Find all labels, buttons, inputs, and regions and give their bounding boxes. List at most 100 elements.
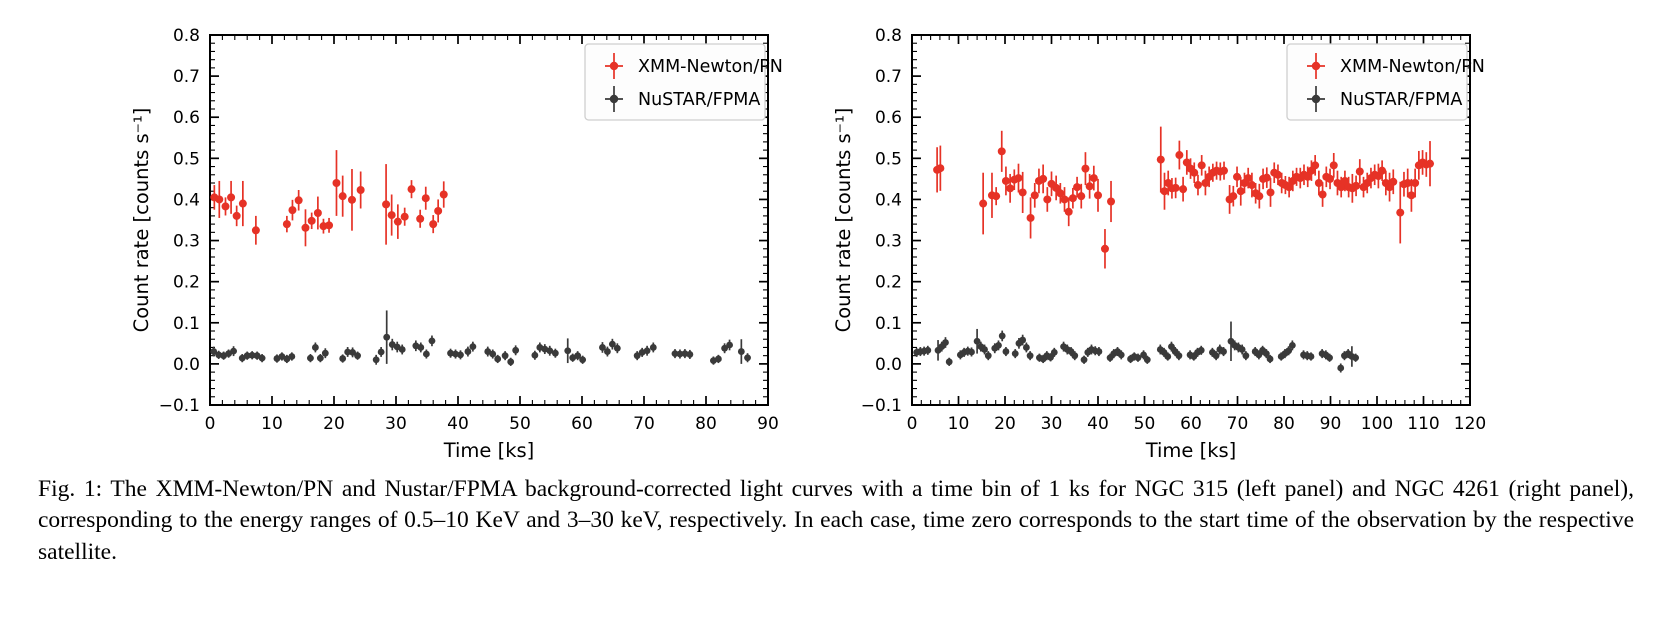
data-point <box>1407 191 1416 200</box>
data-point <box>1337 364 1345 372</box>
data-point <box>230 347 237 355</box>
data-point <box>377 348 385 356</box>
x-axis-label: Time [ks] <box>1145 439 1237 462</box>
data-point <box>1255 192 1264 201</box>
figure-caption: Fig. 1: The XMM-Newton/PN and Nustar/FPM… <box>38 476 1634 565</box>
y-axis-label: Count rate [counts s⁻¹] <box>832 108 855 333</box>
data-point <box>686 351 694 358</box>
data-point <box>1352 354 1360 362</box>
data-point <box>251 226 260 235</box>
data-point <box>294 196 303 205</box>
data-point <box>973 337 981 345</box>
data-point <box>1352 181 1361 190</box>
y-tick-label: −0.1 <box>861 396 902 416</box>
data-point <box>512 346 520 354</box>
y-tick-label: 0.3 <box>173 232 200 252</box>
data-point <box>338 192 347 201</box>
data-point <box>398 346 406 353</box>
data-point <box>434 206 443 215</box>
data-point <box>1326 354 1333 362</box>
data-point <box>1143 356 1151 364</box>
x-tick-label: 50 <box>1134 414 1156 434</box>
data-point <box>1171 183 1180 192</box>
plot-box <box>209 34 769 406</box>
data-point <box>1179 185 1188 194</box>
y-tick-label: 0.0 <box>173 355 200 375</box>
legend-marker-xmm-newton-pn <box>1311 61 1321 71</box>
data-point <box>307 354 314 362</box>
data-point <box>428 337 436 345</box>
data-point <box>1212 352 1220 360</box>
light-curve-panel-left: 0 10 20 30 40 50 60 70 80 90 −0.1 0.0 0.1 0.2 0.3 0.4 0.… <box>130 26 783 462</box>
data-point <box>643 347 651 355</box>
data-point <box>469 343 477 351</box>
data-point <box>344 348 352 356</box>
data-point <box>1064 207 1073 216</box>
data-point <box>1285 183 1294 192</box>
data-point <box>382 200 391 209</box>
y-tick-label: 0.3 <box>875 232 902 252</box>
data-point <box>599 344 606 351</box>
data-point <box>1262 173 1271 182</box>
y-tick-label: 0.5 <box>875 149 902 169</box>
light-curve-panel-right: 0 10 20 30 40 50 60 70 80 90 100 110 120 −0.1 0.0 0.1 0.… <box>832 26 1486 462</box>
data-point <box>383 333 391 341</box>
data-point <box>354 352 361 360</box>
y-tick-label: 0.0 <box>875 355 902 375</box>
data-point <box>979 199 988 208</box>
x-tick-label: 0 <box>205 414 216 434</box>
data-point <box>1378 166 1387 175</box>
data-point <box>1318 190 1327 199</box>
data-point <box>464 348 472 355</box>
data-point <box>936 164 945 173</box>
data-point <box>1229 192 1238 201</box>
data-point <box>1043 195 1052 204</box>
data-point <box>1094 191 1102 200</box>
data-point <box>1182 158 1191 167</box>
data-point <box>649 344 657 351</box>
data-point <box>1288 341 1296 349</box>
data-point <box>671 350 679 358</box>
legend-marker-nustar-fpma <box>609 94 619 104</box>
data-point <box>501 352 509 360</box>
data-point <box>721 344 728 352</box>
data-point <box>248 351 256 359</box>
y-tick-label: 0.7 <box>875 67 902 87</box>
data-point <box>1403 179 1412 187</box>
data-point <box>332 179 341 187</box>
data-point <box>1307 353 1315 360</box>
data-point <box>1022 344 1030 351</box>
data-point <box>1190 168 1199 177</box>
data-point <box>531 351 539 359</box>
data-point <box>422 350 430 358</box>
y-tick-label: 0.4 <box>875 190 902 210</box>
legend-marker-nustar-fpma <box>1311 94 1321 104</box>
data-point <box>288 353 296 360</box>
data-point <box>349 348 356 356</box>
data-point <box>1014 174 1023 183</box>
data-point <box>1089 174 1098 183</box>
data-point <box>1073 183 1082 192</box>
data-point <box>325 221 334 230</box>
data-point <box>1164 353 1172 360</box>
data-point <box>372 356 380 364</box>
data-point <box>1303 172 1312 181</box>
data-point <box>494 355 502 363</box>
data-point <box>633 352 641 360</box>
data-point <box>1255 351 1263 359</box>
data-point <box>238 199 247 208</box>
data-point <box>1266 188 1275 197</box>
data-point <box>1426 159 1435 168</box>
data-point <box>945 358 953 366</box>
legend-box <box>584 43 766 121</box>
data-point <box>243 352 251 360</box>
data-point <box>1273 170 1282 179</box>
data-point <box>416 214 425 223</box>
series-xmm-newton-pn <box>933 126 1435 269</box>
data-point <box>1056 189 1065 198</box>
data-point <box>417 344 425 351</box>
data-point <box>232 211 241 220</box>
data-point <box>301 223 310 232</box>
y-tick-label: 0.5 <box>173 149 200 169</box>
data-point <box>924 346 932 354</box>
